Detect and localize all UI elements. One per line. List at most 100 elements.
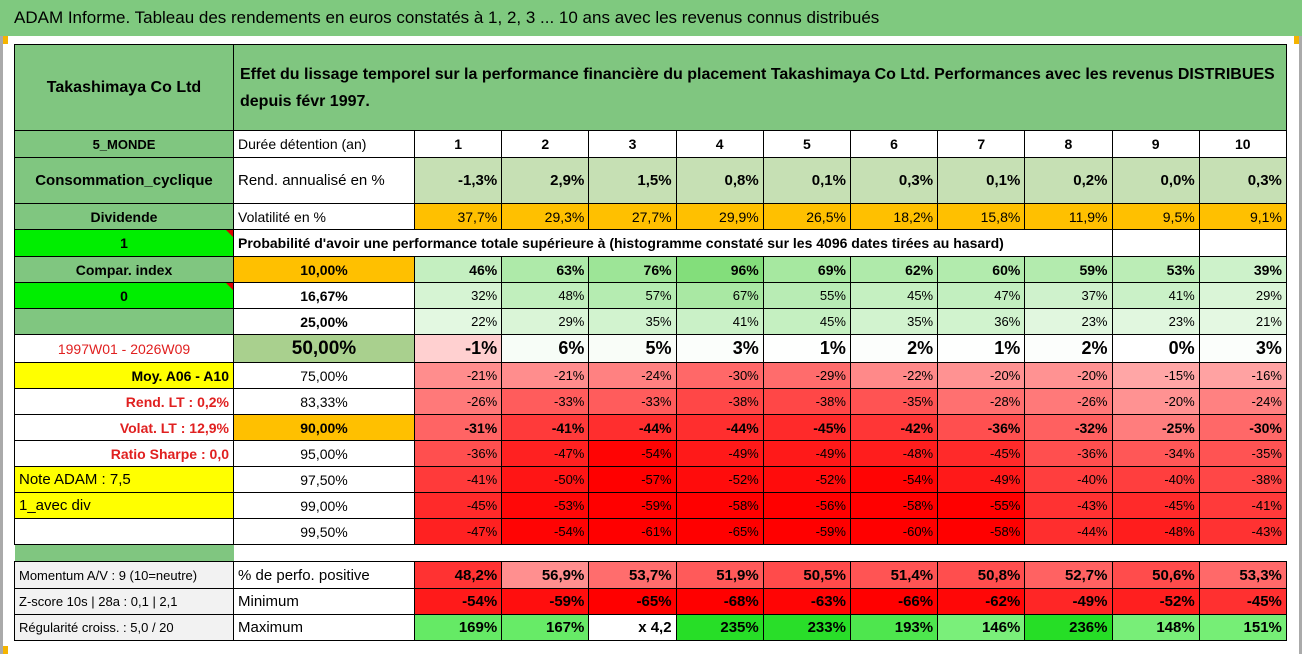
table-row: Compar. index 10,00% 46% 63% 76% 96% 69% 62% 60%… [14, 256, 1287, 283]
probability-value: 2% [1024, 334, 1113, 363]
vol-value: 18,2% [849, 203, 939, 230]
stat-value: -45% [1198, 588, 1287, 615]
corner-marker [0, 646, 8, 654]
probability-value: 55% [762, 282, 851, 309]
left-info-4: Compar. index [14, 256, 234, 283]
table-row: Rend. LT : 0,2% 83,33% -26% -33% -33% -38% -38… [14, 388, 1287, 415]
probability-caption: Probabilité d'avoir une performance tota… [233, 229, 1112, 257]
probability-value: 0% [1111, 334, 1200, 363]
probability-value: -15% [1111, 362, 1200, 389]
left-info-14 [14, 518, 234, 545]
threshold-value: 83,33% [233, 388, 415, 415]
probability-value: -52% [762, 466, 851, 493]
probability-value: -55% [937, 492, 1026, 519]
probability-value: -59% [588, 492, 677, 519]
table-row: 5_MONDE Durée détention (an) 1 2 3 4 5 6 7 8 9 10 [14, 130, 1287, 158]
stat-value: 51,9% [675, 561, 764, 589]
vol-value: 15,8% [937, 203, 1026, 230]
rend-value: 0,1% [762, 157, 851, 204]
probability-value: -38% [675, 388, 764, 415]
probability-value: 46% [413, 256, 503, 283]
probability-value: -24% [1198, 388, 1287, 415]
probability-value: -48% [1111, 518, 1200, 545]
left-info-7: 1997W01 - 2026W09 [14, 334, 234, 363]
probability-value: 96% [675, 256, 764, 283]
table-row [14, 544, 1287, 562]
probability-value: -36% [1024, 440, 1113, 467]
stat-value: -62% [937, 588, 1026, 615]
corner-marker [0, 36, 8, 44]
left-info-2: Dividende [14, 203, 234, 230]
probability-value: 45% [762, 308, 851, 335]
probability-value: 59% [1024, 256, 1113, 283]
probability-value: -36% [413, 440, 503, 467]
probability-value: -1% [413, 334, 503, 363]
stat-value: x 4,2 [588, 614, 677, 641]
probability-value: -45% [762, 414, 851, 441]
probability-value: -20% [937, 362, 1026, 389]
spacer [589, 545, 676, 562]
probability-value: -44% [675, 414, 764, 441]
spacer [676, 545, 763, 562]
probability-value: -45% [937, 440, 1026, 467]
stat-value: 56,9% [501, 561, 590, 589]
stat-value: 146% [937, 614, 1026, 641]
spacer [1025, 545, 1112, 562]
stat-value: 233% [762, 614, 851, 641]
probability-value: -16% [1198, 362, 1287, 389]
stat-info: Momentum A/V : 9 (10=neutre) [14, 561, 234, 589]
probability-value: -44% [588, 414, 677, 441]
probability-value: 29% [1198, 282, 1287, 309]
probability-value: 57% [588, 282, 677, 309]
table-row: Takashimaya Co Ltd Effet du lissage tempo… [14, 44, 1287, 131]
probability-value: 23% [1024, 308, 1113, 335]
probability-value: -59% [762, 518, 851, 545]
probability-value: 35% [588, 308, 677, 335]
probability-value: 37% [1024, 282, 1113, 309]
probability-value: -41% [413, 466, 503, 493]
table-row: Ratio Sharpe : 0,0 95,00% -36% -47% -54% -49%… [14, 440, 1287, 467]
probability-value: -20% [1024, 362, 1113, 389]
probability-value: -38% [1198, 466, 1287, 493]
stat-value: 50,8% [937, 561, 1026, 589]
probability-value: -48% [849, 440, 939, 467]
threshold-value: 99,50% [233, 518, 415, 545]
stat-label: Maximum [233, 614, 415, 641]
spacer [938, 545, 1025, 562]
left-info-12: Note ADAM : 7,5 [14, 466, 234, 493]
probability-value: -60% [849, 518, 939, 545]
spacer [1199, 545, 1286, 562]
empty-cell [1198, 229, 1287, 257]
probability-value: -21% [501, 362, 590, 389]
rend-value: 0,3% [1198, 157, 1287, 204]
left-info-5: 0 [14, 282, 234, 309]
probability-value: 39% [1198, 256, 1287, 283]
probability-value: -22% [849, 362, 939, 389]
duration-header: 4 [675, 130, 764, 158]
duration-header: 1 [413, 130, 503, 158]
probability-value: -35% [1198, 440, 1287, 467]
vol-value: 9,5% [1111, 203, 1200, 230]
threshold-value: 16,67% [233, 282, 415, 309]
spacer [763, 545, 850, 562]
probability-value: -32% [1024, 414, 1113, 441]
report-title: ADAM Informe. Tableau des rendements en … [0, 0, 1302, 36]
spacer [502, 545, 589, 562]
table-row: 1 Probabilité d'avoir une performance tot… [14, 229, 1287, 257]
table-row: Note ADAM : 7,5 97,50% -41% -50% -57% -52% -52… [14, 466, 1287, 493]
left-info-6 [14, 308, 234, 335]
probability-value: -50% [501, 466, 590, 493]
probability-value: 5% [588, 334, 677, 363]
rend-value: 0,3% [849, 157, 939, 204]
probability-value: 22% [413, 308, 503, 335]
stat-info: Régularité croiss. : 5,0 / 20 [14, 614, 234, 641]
duration-header: 7 [937, 130, 1026, 158]
stat-value: 167% [501, 614, 590, 641]
probability-value: 45% [849, 282, 939, 309]
table-row: Consommation_cyclique Rend. annualisé en … [14, 157, 1287, 204]
probability-value: -38% [762, 388, 851, 415]
stat-value: -54% [413, 588, 503, 615]
left-info-1: Consommation_cyclique [14, 157, 234, 204]
stat-value: 51,4% [849, 561, 939, 589]
probability-value: -65% [675, 518, 764, 545]
